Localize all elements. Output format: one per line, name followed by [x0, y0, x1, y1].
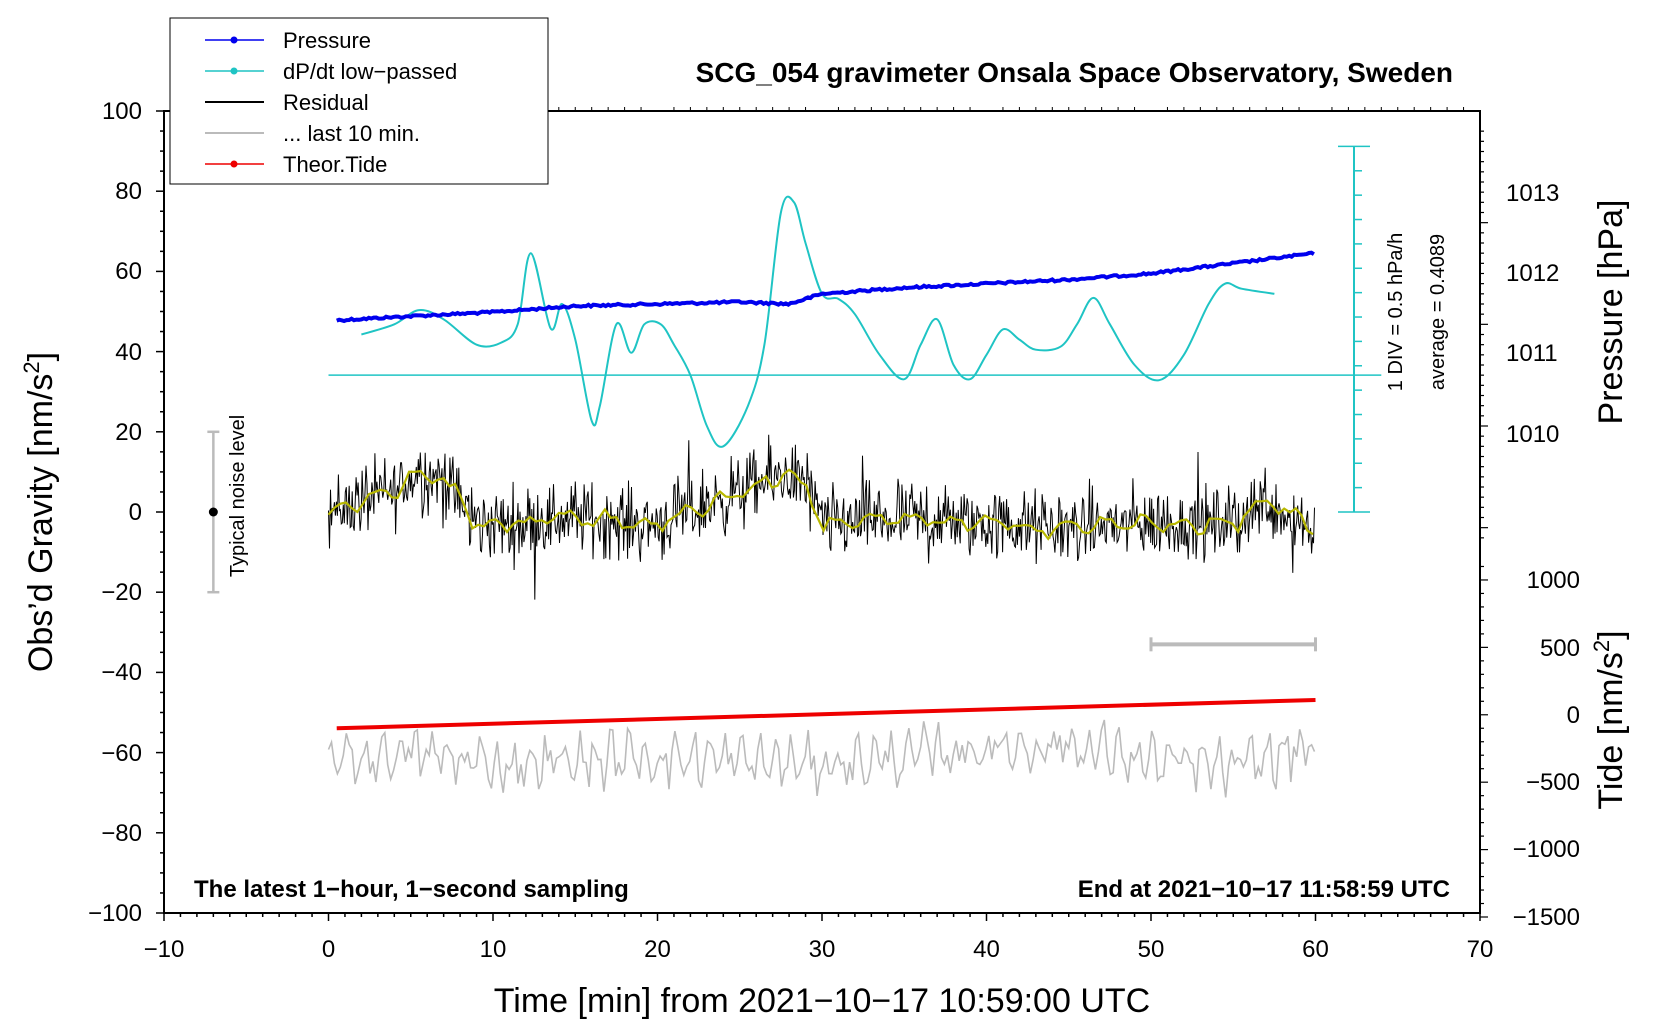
y-axis-title: Obs’d Gravity [nm/s2]	[19, 352, 60, 672]
x-tick-label: 50	[1138, 936, 1165, 963]
y-tick-label: −40	[101, 659, 142, 686]
x-axis-title: Time [min] from 2021−10−17 10:59:00 UTC	[494, 982, 1150, 1020]
x-tick-label: 10	[480, 936, 507, 963]
legend-marker-dpdt	[230, 67, 238, 75]
noise-level-label: Typical noise level	[227, 415, 249, 577]
last10-layer	[327, 719, 1316, 798]
tide-tick-labels: 1000 500 0 −500 −1000 −1500	[1513, 567, 1580, 931]
x-tick-label: 60	[1302, 936, 1329, 963]
axis-ticks	[156, 107, 1488, 921]
tide-tick-label: 0	[1567, 702, 1580, 729]
pressure-line	[336, 250, 1315, 324]
legend-label-last10: ... last 10 min.	[283, 121, 420, 146]
dpdt-average-label: average = 0.4089	[1427, 234, 1449, 390]
pressure-layer	[336, 250, 1315, 324]
y-tick-label: 100	[102, 98, 142, 125]
noise-bar-center	[208, 507, 218, 517]
pressure-tick-label: 1013	[1506, 180, 1559, 207]
y-tick-label: 40	[115, 339, 142, 366]
dpdt-scale-label: 1 DIV = 0.5 hPa/h	[1385, 233, 1407, 391]
x-tick-label: 30	[809, 936, 836, 963]
dpdt-layer	[328, 145, 1382, 513]
legend-marker-tide	[230, 160, 238, 168]
pressure-axis-title: Pressure [hPa]	[1592, 200, 1630, 425]
tide-layer	[336, 697, 1316, 731]
pressure-tick-labels: 1013 1012 1011 1010	[1506, 180, 1559, 448]
x-tick-label: 0	[322, 936, 335, 963]
tide-tick-label: −1000	[1513, 836, 1580, 863]
tide-tick-label: −1500	[1513, 904, 1580, 931]
legend: Pressure dP/dt low−passed Residual ... l…	[169, 17, 549, 185]
y-tick-label: 60	[115, 258, 142, 285]
legend-label-pressure: Pressure	[283, 28, 371, 53]
legend-label-tide: Theor.Tide	[283, 152, 387, 177]
legend-marker-pressure	[230, 36, 238, 44]
y-tick-label: 20	[115, 419, 142, 446]
y-tick-label: 0	[129, 499, 142, 526]
tide-tick-label: 500	[1540, 635, 1580, 662]
legend-label-dpdt: dP/dt low−passed	[283, 59, 457, 84]
x-tick-labels: −10 0 10 20 30 40 50 60 70	[144, 936, 1494, 963]
tide-axis-title: Tide [nm/s2]	[1589, 630, 1630, 809]
latest-hour-note: The latest 1−hour, 1−second sampling	[194, 876, 629, 903]
x-tick-label: 20	[644, 936, 671, 963]
y-tick-label: −60	[101, 740, 142, 767]
annotation-marks	[207, 430, 1317, 652]
y-tick-label: −80	[101, 820, 142, 847]
chart-title: SCG_054 gravimeter Onsala Space Observat…	[696, 57, 1453, 88]
tide-tick-label: −500	[1526, 769, 1580, 796]
end-time-note: End at 2021−10−17 11:58:59 UTC	[1078, 876, 1450, 903]
last10-line	[327, 719, 1316, 798]
legend-label-residual: Residual	[283, 90, 369, 115]
y-tick-label: −100	[88, 900, 142, 927]
x-tick-label: 40	[973, 936, 1000, 963]
y-tick-label: 80	[115, 178, 142, 205]
x-tick-label: 70	[1467, 936, 1494, 963]
pressure-tick-label: 1012	[1506, 260, 1559, 287]
tide-tick-label: 1000	[1527, 567, 1580, 594]
pressure-tick-label: 1010	[1506, 421, 1559, 448]
x-tick-label: −10	[144, 936, 185, 963]
pressure-tick-label: 1011	[1506, 340, 1558, 367]
residual-layer	[327, 434, 1315, 600]
dpdt-line	[361, 195, 1275, 448]
y-tick-labels: 100 80 60 40 20 0 −20 −40 −60 −80 −100	[88, 98, 142, 927]
y-tick-label: −20	[101, 579, 142, 606]
residual-smoothed-line	[327, 468, 1314, 541]
tide-line	[336, 697, 1316, 731]
